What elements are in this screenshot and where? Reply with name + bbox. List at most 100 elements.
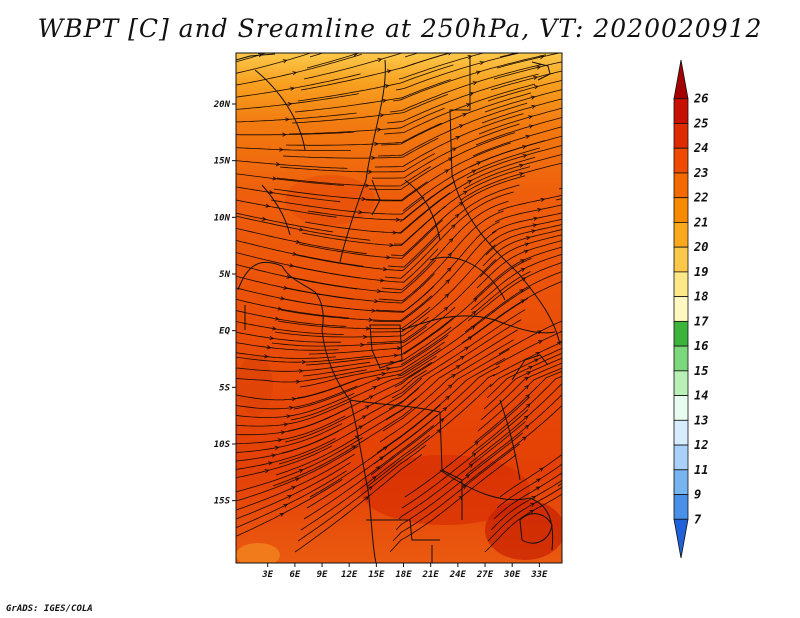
streamline-arrow: [287, 102, 293, 107]
streamline-arrow: [520, 268, 526, 272]
streamline-arrow: [277, 306, 283, 311]
colorbar-label: 9: [694, 488, 701, 502]
streamline: [370, 244, 496, 333]
streamline: [309, 404, 441, 498]
streamline: [474, 370, 562, 443]
streamline: [236, 415, 346, 445]
warm-core-shading: [236, 175, 562, 563]
streamline: [371, 123, 520, 179]
streamline: [565, 166, 569, 167]
streamline: [381, 200, 509, 290]
streamline-arrow: [371, 476, 377, 481]
streamline-arrow: [384, 84, 390, 89]
streamline: [460, 162, 562, 201]
streamline-arrow: [525, 236, 531, 241]
streamline: [495, 330, 562, 366]
streamline-arrow: [528, 124, 534, 129]
streamline: [236, 321, 344, 335]
grads-credit: GrADS: IGES/COLA: [6, 604, 93, 614]
streamline-arrow: [531, 104, 537, 109]
streamline: [236, 355, 374, 363]
streamline: [236, 423, 343, 453]
streamline-arrow: [364, 183, 370, 188]
colorbar-swatch: [673, 395, 689, 421]
streamline-arrow: [479, 61, 485, 66]
streamline-arrow: [523, 415, 529, 420]
streamline-arrow: [445, 279, 450, 284]
streamline-arrow: [295, 239, 301, 244]
streamline-arrow: [351, 445, 357, 450]
streamline-arrow: [286, 414, 292, 419]
streamline-arrow: [454, 213, 460, 219]
streamline-arrow: [522, 436, 527, 441]
streamline-arrow: [282, 59, 288, 64]
streamline: [383, 83, 536, 135]
streamline-arrow: [448, 53, 452, 56]
streamline-arrow: [288, 405, 294, 410]
streamline-arrow: [275, 162, 281, 167]
streamline: [487, 79, 562, 102]
streamline-arrow: [524, 384, 530, 390]
streamline-arrow: [272, 176, 278, 181]
streamline: [236, 470, 347, 529]
streamline: [404, 396, 530, 498]
streamline-arrow: [536, 65, 542, 70]
streamline: [561, 177, 562, 178]
lon-tick-label: 12E: [341, 570, 358, 580]
streamline-arrow: [469, 92, 475, 96]
lon-tick-label: 18E: [395, 570, 412, 580]
streamline-arrow: [462, 113, 468, 117]
streamline: [484, 89, 562, 113]
streamline-arrow: [274, 445, 280, 451]
streamline-arrow: [533, 75, 539, 80]
streamline: [392, 443, 520, 542]
lon-tick-label: 27E: [476, 570, 494, 580]
streamline-arrow: [272, 326, 277, 331]
streamline: [379, 348, 510, 443]
streamline-arrow: [530, 95, 536, 100]
streamline-arrow: [537, 340, 543, 345]
streamline-arrow: [271, 453, 277, 458]
streamline-arrow: [371, 155, 376, 161]
streamline-arrow: [268, 190, 274, 195]
map-title: WBPT [C] and Sreamline at 250hPa, VT: 20…: [37, 14, 763, 43]
colorbar-label: 15: [694, 364, 708, 378]
streamline: [494, 204, 562, 223]
streamline: [567, 451, 570, 454]
streamline: [390, 175, 526, 256]
streamline-arrow: [294, 477, 300, 482]
streamline: [378, 210, 504, 302]
streamline: [306, 414, 438, 509]
lon-tick-label: 21E: [422, 570, 440, 580]
streamline: [388, 319, 522, 410]
streamline-arrow: [533, 85, 539, 90]
streamline: [300, 53, 451, 91]
streamline: [485, 224, 562, 256]
streamline-arrow: [525, 393, 530, 399]
streamline: [236, 212, 333, 233]
streamline: [497, 194, 562, 212]
streamline: [236, 173, 344, 186]
streamline: [236, 239, 364, 267]
streamline: [465, 394, 562, 476]
streamline-arrow: [375, 466, 381, 471]
streamline: [294, 79, 451, 113]
streamline: [464, 271, 562, 333]
streamline-arrow: [287, 495, 293, 499]
streamline: [393, 166, 531, 245]
colorbar-label: 26: [693, 92, 708, 106]
streamline: [487, 486, 562, 542]
streamline-arrow: [277, 438, 283, 443]
streamline: [277, 306, 431, 330]
streamline: [296, 341, 445, 399]
colorbar-swatch: [673, 271, 689, 298]
colorbar-swatch: [673, 59, 689, 100]
streamline: [499, 453, 562, 498]
lat-tick-label: 10N: [214, 213, 231, 223]
colorbar-label: 19: [694, 265, 708, 279]
streamline-arrow: [258, 53, 263, 58]
streamline: [470, 253, 562, 311]
colorbar: 26 25 24 23 22 21 20 19 18 17 16 15 14 13 12 11 9 7: [673, 59, 709, 559]
streamline: [292, 248, 439, 283]
streamline-arrow: [295, 379, 301, 384]
